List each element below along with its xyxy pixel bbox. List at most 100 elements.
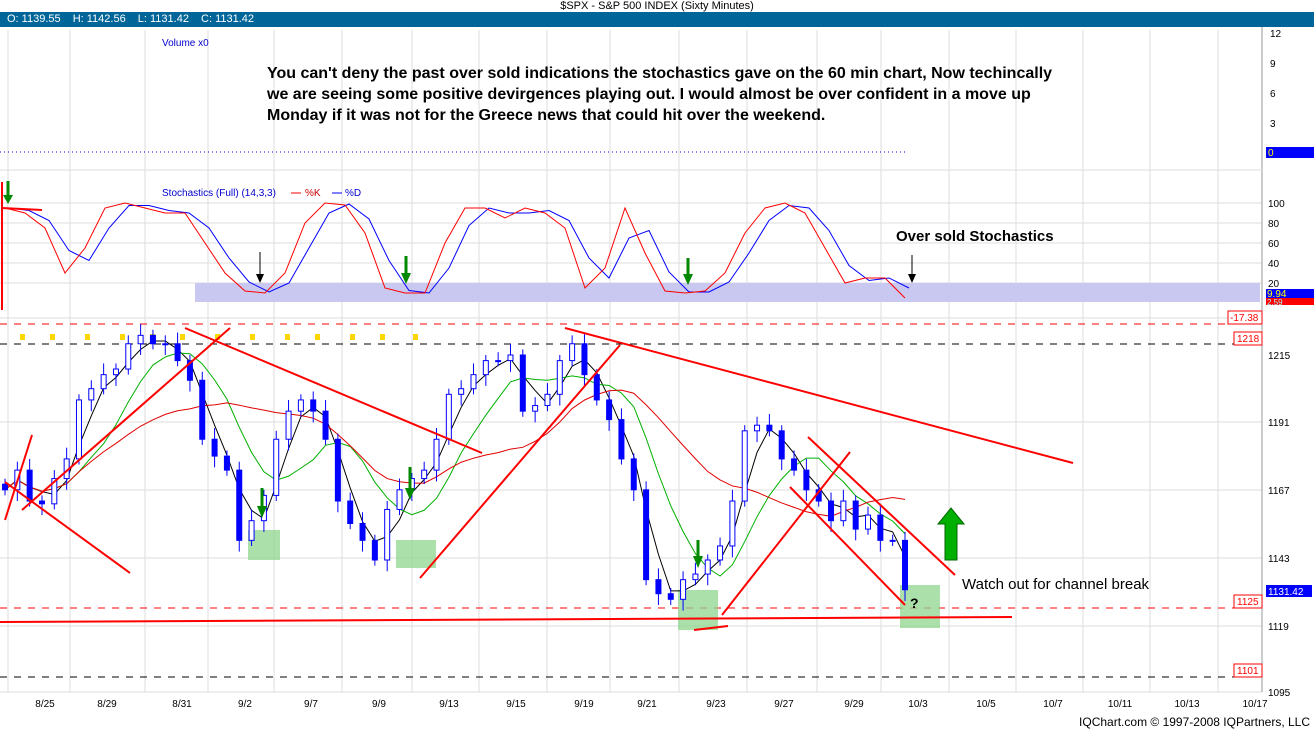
grid	[0, 27, 1263, 693]
x-tick-label: 9/7	[304, 699, 318, 710]
candle	[162, 343, 169, 346]
stoch-label: Stochastics (Full) (14,3,3)	[162, 188, 276, 199]
stoch-d-line	[8, 203, 910, 294]
x-tick-label: 10/13	[1174, 699, 1199, 710]
x-tick-label: 8/29	[97, 699, 117, 710]
last-price-badge	[1266, 585, 1312, 597]
close-value: C: 1131.42	[201, 13, 255, 25]
oversold-band	[195, 283, 1260, 302]
tick: 60	[1268, 239, 1280, 250]
candle	[211, 438, 218, 457]
down-arrows	[3, 181, 916, 568]
candle	[618, 419, 625, 460]
x-tick-label: 10/3	[908, 699, 928, 710]
tick: 100	[1268, 199, 1285, 210]
black-down-arrow-icon	[256, 252, 264, 283]
candle	[125, 343, 132, 370]
candle	[482, 360, 489, 376]
x-tick-label: 9/21	[637, 699, 657, 710]
x-tick-label: 9/27	[774, 699, 794, 710]
event-marker-icon	[380, 334, 385, 340]
candle	[507, 354, 514, 362]
candle	[630, 458, 637, 491]
candle	[655, 579, 662, 595]
level-1218: 1218	[1237, 334, 1260, 345]
event-marker-icon	[180, 334, 185, 340]
trendlines	[0, 182, 1074, 631]
candle	[667, 593, 674, 600]
candle	[470, 374, 477, 390]
candle	[532, 405, 539, 412]
candle	[149, 334, 156, 345]
tick: 12	[1270, 29, 1282, 40]
candles	[2, 324, 908, 611]
candle	[717, 545, 724, 561]
level-1125: 1125	[1237, 597, 1259, 608]
event-marker-icon	[285, 334, 290, 340]
x-tick-label: 10/5	[976, 699, 996, 710]
channel-annotation: Watch out for channel break	[962, 576, 1150, 593]
d-legend: %D	[345, 188, 361, 199]
candle	[606, 399, 613, 421]
level-lines: -17.38 1218 1125 1101	[0, 310, 1263, 678]
candle	[680, 579, 687, 600]
candle	[100, 374, 107, 390]
candle	[902, 539, 908, 591]
last-price: 1131.42	[1268, 587, 1304, 598]
tick: 1215	[1268, 351, 1291, 362]
candle	[643, 489, 650, 581]
stoch-axis: 100 80 60 40 20 9.94 2.59	[1266, 199, 1314, 307]
candle	[297, 399, 304, 412]
open-value: O: 1139.55	[7, 13, 61, 25]
tick: 80	[1268, 219, 1280, 230]
tick: 20	[1268, 279, 1280, 290]
green-down-arrow-icon	[693, 540, 703, 568]
moving-average-line	[4, 352, 906, 577]
candle	[334, 438, 341, 502]
candle	[137, 334, 144, 345]
candle	[322, 410, 329, 440]
x-tick-label: 9/9	[372, 699, 386, 710]
main-annotation: You can't deny the past over sold indica…	[267, 65, 1053, 124]
candle	[248, 520, 255, 541]
black-down-arrow-icon	[908, 255, 916, 283]
candle	[729, 500, 736, 547]
candle	[458, 388, 465, 395]
x-tick-label: 9/13	[439, 699, 459, 710]
x-tick-label: 8/25	[35, 699, 55, 710]
green-down-arrow-icon	[683, 258, 693, 285]
candle	[889, 539, 896, 542]
candle	[704, 559, 711, 575]
k-value-badge	[1266, 289, 1314, 298]
candle	[852, 500, 859, 530]
ohlc-bar: O: 1139.55 H: 1142.56 L: 1131.42 C: 1131…	[0, 12, 1314, 27]
x-tick-label: 10/17	[1242, 699, 1267, 710]
event-marker-icon	[413, 334, 418, 340]
d-value-badge	[1266, 298, 1314, 305]
candle	[112, 368, 119, 376]
candle	[285, 410, 292, 440]
volume-label: Volume x0	[162, 38, 209, 49]
question-mark: ?	[910, 595, 919, 611]
k-legend: %K	[305, 188, 321, 199]
level-1101: 1101	[1237, 666, 1259, 677]
date-axis: 8/25 8/29 8/31 9/2 9/7 9/9 9/13 9/15 9/19 9/21 9/2…	[35, 699, 1268, 710]
green-down-arrow-icon	[405, 467, 415, 500]
x-tick-label: 9/15	[506, 699, 526, 710]
footer-copyright: IQChart.com © 1997-2008 IQPartners, LLC	[1079, 715, 1310, 729]
stochastic-lines	[4, 202, 910, 299]
candle	[495, 360, 502, 363]
candle	[741, 430, 748, 502]
candle	[593, 374, 600, 401]
candle	[803, 469, 810, 491]
volume-current: 0	[1268, 148, 1274, 159]
candle	[186, 360, 193, 381]
green-down-arrow-icon	[401, 256, 411, 284]
candle	[75, 399, 82, 460]
candle	[840, 500, 847, 522]
event-marker-icon	[315, 334, 320, 340]
tick: 9	[1270, 59, 1276, 70]
event-marker-icon	[250, 334, 255, 340]
candle	[766, 424, 773, 432]
